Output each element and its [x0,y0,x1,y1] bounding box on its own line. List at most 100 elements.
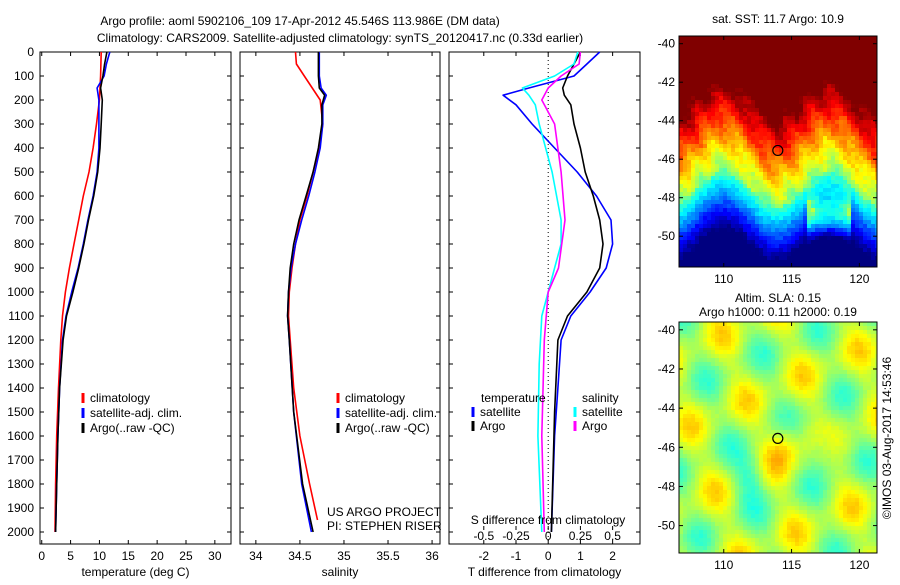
map-cell [855,232,859,236]
map-cell [687,192,691,196]
map-cell [767,232,771,236]
map-cell [699,438,703,442]
map-cell [735,434,739,438]
map-cell [843,60,847,64]
map-cell [723,326,727,330]
map-cell [839,370,843,374]
map-cell [687,72,691,76]
map-cell [767,72,771,76]
map-cell [787,342,791,346]
lon-tick-label: 115 [782,272,801,286]
map-cell [775,358,779,362]
map-cell [827,36,831,40]
map-cell [787,418,791,422]
map-cell [855,446,859,450]
map-cell [835,378,839,382]
map-cell [739,160,743,164]
map-cell [799,52,803,56]
map-cell [795,88,799,92]
map-cell [771,76,775,80]
map-cell [859,346,863,350]
map-cell [831,84,835,88]
map-cell [855,92,859,96]
map-cell [855,422,859,426]
map-cell [835,104,839,108]
map-cell [803,248,807,252]
map-cell [719,442,723,446]
map-cell [719,128,723,132]
map-cell [851,350,855,354]
map-cell [695,216,699,220]
map-cell [719,426,723,430]
map-cell [839,358,843,362]
map-cell [803,112,807,116]
map-cell [719,160,723,164]
map-cell [703,450,707,454]
map-cell [843,36,847,40]
map-cell [859,180,863,184]
map-cell [739,100,743,104]
map-cell [871,176,875,180]
map-cell [819,398,823,402]
map-cell [707,152,711,156]
map-cell [763,406,767,410]
map-cell [767,434,771,438]
map-cell [827,382,831,386]
map-cell [843,446,847,450]
map-cell [799,438,803,442]
map-cell [871,362,875,366]
map-cell [703,84,707,88]
map-cell [787,326,791,330]
map-cell [831,342,835,346]
map-cell [727,76,731,80]
map-cell [695,260,699,264]
map-cell [791,232,795,236]
map-cell [779,386,783,390]
map-cell [695,220,699,224]
map-cell [795,248,799,252]
map-cell [815,88,819,92]
map-cell [831,402,835,406]
map-cell [707,228,711,232]
map-cell [843,200,847,204]
map-cell [771,136,775,140]
map-cell [823,216,827,220]
map-cell [775,216,779,220]
map-cell [783,438,787,442]
map-cell [703,224,707,228]
map-cell [763,172,767,176]
map-cell [839,216,843,220]
map-cell [783,180,787,184]
map-cell [707,414,711,418]
map-cell [707,390,711,394]
map-cell [719,136,723,140]
map-cell [851,112,855,116]
map-cell [863,116,867,120]
map-cell [715,176,719,180]
map-cell [843,112,847,116]
map-cell [683,64,687,68]
map-cell [699,44,703,48]
map-cell [831,390,835,394]
map-cell [863,422,867,426]
map-cell [819,40,823,44]
map-cell [779,426,783,430]
map-cell [807,88,811,92]
map-cell [843,88,847,92]
map-cell [831,338,835,342]
map-cell [819,164,823,168]
map-cell [843,350,847,354]
map-cell [727,354,731,358]
map-cell [763,260,767,264]
map-cell [799,374,803,378]
map-cell [867,342,871,346]
map-cell [679,168,683,172]
map-cell [727,208,731,212]
map-cell [711,228,715,232]
map-cell [815,116,819,120]
map-cell [859,248,863,252]
map-cell [727,326,731,330]
map-cell [799,120,803,124]
map-cell [695,414,699,418]
map-cell [747,378,751,382]
